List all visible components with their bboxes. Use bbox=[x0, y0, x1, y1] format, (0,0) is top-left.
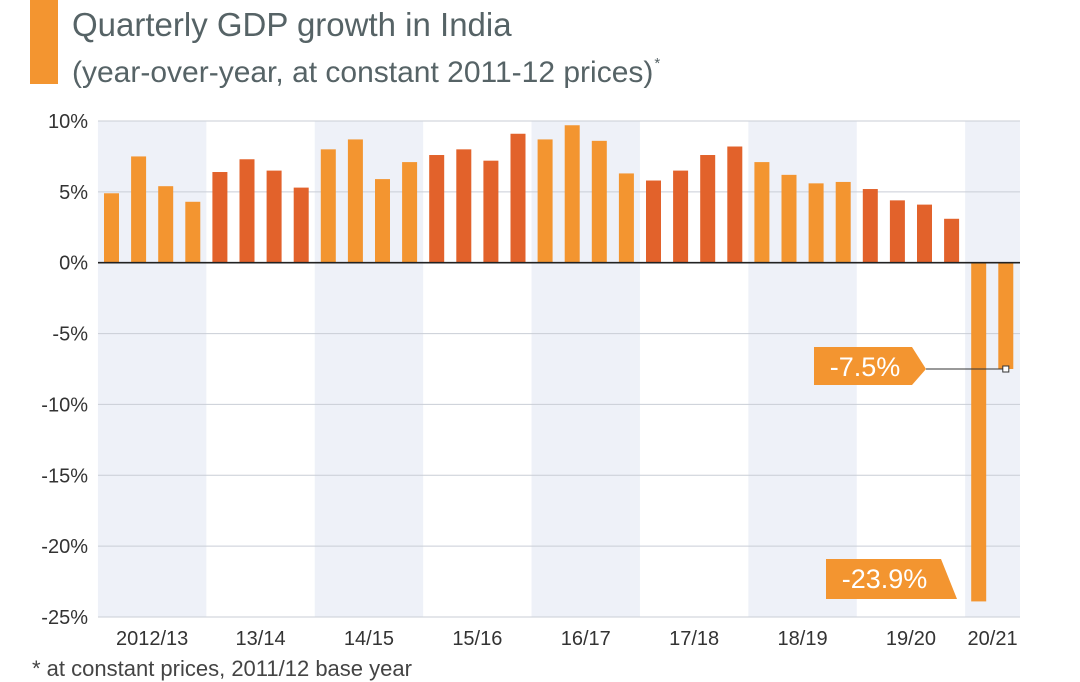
chart-title: Quarterly GDP growth in India bbox=[72, 6, 512, 43]
annotation-callout bbox=[826, 559, 957, 599]
bar bbox=[646, 180, 661, 263]
bar bbox=[212, 172, 228, 263]
accent-bar bbox=[30, 0, 58, 84]
bar bbox=[347, 139, 363, 263]
bar bbox=[700, 155, 716, 263]
bar bbox=[971, 262, 987, 602]
annotation-callout bbox=[814, 347, 926, 385]
x-tick-label: 19/20 bbox=[886, 628, 936, 650]
footnote-marker: * bbox=[654, 55, 661, 72]
y-tick-label: -20% bbox=[41, 536, 88, 558]
chart-subtitle: (year-over-year, at constant 2011-12 pri… bbox=[72, 56, 660, 88]
bar bbox=[320, 149, 336, 263]
annotation-label: -23.9% bbox=[842, 564, 928, 594]
bar bbox=[862, 189, 878, 263]
bar bbox=[998, 262, 1014, 369]
bar bbox=[239, 159, 255, 263]
bar bbox=[727, 146, 743, 263]
y-tick-label: 5% bbox=[59, 182, 88, 204]
bar bbox=[131, 156, 147, 263]
bar bbox=[835, 181, 851, 263]
bar bbox=[808, 183, 824, 263]
x-tick-label: 20/21 bbox=[968, 628, 1018, 650]
footnote: * at constant prices, 2011/12 base year bbox=[32, 656, 412, 681]
x-tick-label: 17/18 bbox=[669, 628, 719, 650]
x-tick-label: 18/19 bbox=[778, 628, 828, 650]
x-tick-label: 16/17 bbox=[561, 628, 611, 650]
bar bbox=[293, 187, 309, 263]
bar bbox=[402, 162, 418, 263]
bar bbox=[158, 186, 174, 263]
bar bbox=[266, 170, 282, 263]
bar bbox=[429, 155, 445, 263]
bar bbox=[104, 193, 119, 263]
bar bbox=[618, 173, 634, 263]
y-tick-label: -10% bbox=[41, 394, 88, 416]
y-tick-label: -25% bbox=[41, 607, 88, 629]
annotation-marker bbox=[1002, 365, 1010, 373]
y-tick-label: 0% bbox=[59, 253, 88, 275]
y-tick-label: -5% bbox=[52, 324, 88, 346]
y-tick-label: 10% bbox=[48, 111, 88, 133]
bar bbox=[673, 170, 689, 263]
chart-subtitle-text: (year-over-year, at constant 2011-12 pri… bbox=[72, 56, 654, 89]
bar bbox=[754, 162, 770, 263]
annotation-label: -7.5% bbox=[830, 352, 901, 382]
bar bbox=[889, 200, 905, 263]
x-tick-label: 14/15 bbox=[344, 628, 394, 650]
bar bbox=[483, 160, 499, 263]
bar bbox=[456, 149, 472, 263]
x-tick-label: 15/16 bbox=[452, 628, 502, 650]
bar bbox=[510, 133, 526, 263]
y-tick-label: -15% bbox=[41, 465, 88, 487]
bar bbox=[537, 139, 553, 263]
x-tick-label: 13/14 bbox=[236, 628, 286, 650]
bar bbox=[781, 174, 797, 263]
bar bbox=[185, 201, 201, 263]
bar bbox=[591, 140, 607, 263]
x-tick-label: 2012/13 bbox=[116, 628, 188, 650]
bar bbox=[564, 125, 580, 263]
bar bbox=[375, 179, 390, 263]
bar bbox=[944, 218, 960, 263]
bar bbox=[917, 204, 932, 263]
